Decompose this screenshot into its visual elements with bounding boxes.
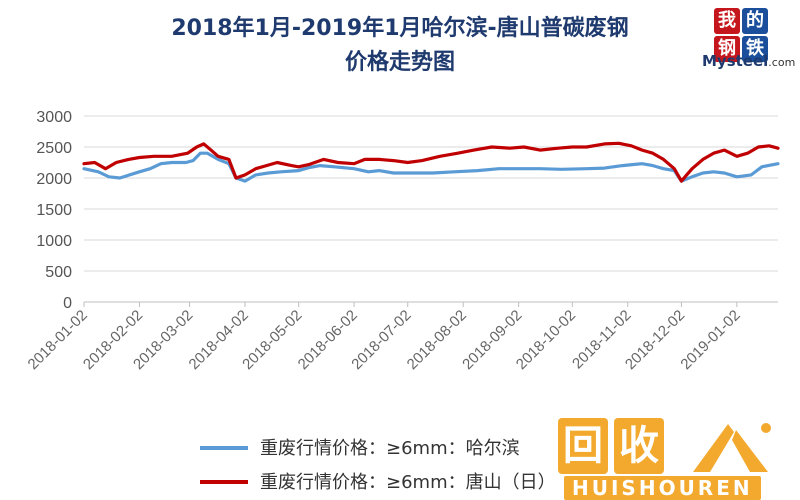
y-tick-label: 0 [63, 295, 72, 312]
legend-label-harbin: 重废行情价格：≥6mm：哈尔滨 [260, 438, 520, 459]
x-axis: 2018-01-022018-02-022018-03-022018-04-02… [25, 301, 778, 373]
chart-series [82, 141, 780, 183]
logo-char-4: 铁 [742, 36, 768, 62]
logo-wordmark: Mysteel.com [702, 52, 796, 70]
logo-char-3: 钢 [714, 36, 740, 62]
watermark-person-icon [693, 423, 771, 472]
y-axis-ticks: 0 500 1000 1500 2000 2500 3000 [36, 109, 72, 312]
x-tick-label: 2019-01-02 [677, 307, 743, 373]
legend-label-tangshan: 重废行情价格：≥6mm：唐山（日） [260, 472, 556, 493]
y-tick-label: 1500 [36, 202, 72, 219]
chart-title-line1: 2018年1月-2019年1月哈尔滨-唐山普碳废钢 [171, 16, 629, 41]
y-tick-label: 1000 [36, 233, 72, 250]
watermark-brand: HUISHOUREN [564, 476, 761, 500]
legend-swatch-tangshan [200, 480, 248, 484]
legend-swatch-harbin [200, 446, 248, 450]
series-line-tangshan [82, 141, 780, 183]
legend-entry-harbin: 重废行情价格：≥6mm：哈尔滨 [200, 432, 800, 462]
watermark-char-1: 回 [558, 418, 608, 474]
y-tick-label: 2500 [36, 140, 72, 157]
y-tick-label: 500 [45, 264, 72, 281]
y-tick-label: 3000 [36, 109, 72, 126]
chart-grid [84, 115, 778, 303]
logo-char-2: 的 [742, 8, 768, 34]
watermark-char-2: 收 [614, 418, 664, 474]
y-tick-label: 2000 [36, 171, 72, 188]
legend-entry-tangshan: 重废行情价格：≥6mm：唐山（日） [200, 466, 800, 496]
mysteel-logo: 我 的 钢 铁 Mysteel.com [700, 2, 798, 72]
chart-title-line2: 价格走势图 [344, 50, 455, 75]
huishouren-watermark: 回 收 HUISHOUREN [548, 412, 800, 500]
logo-char-1: 我 [714, 8, 740, 34]
